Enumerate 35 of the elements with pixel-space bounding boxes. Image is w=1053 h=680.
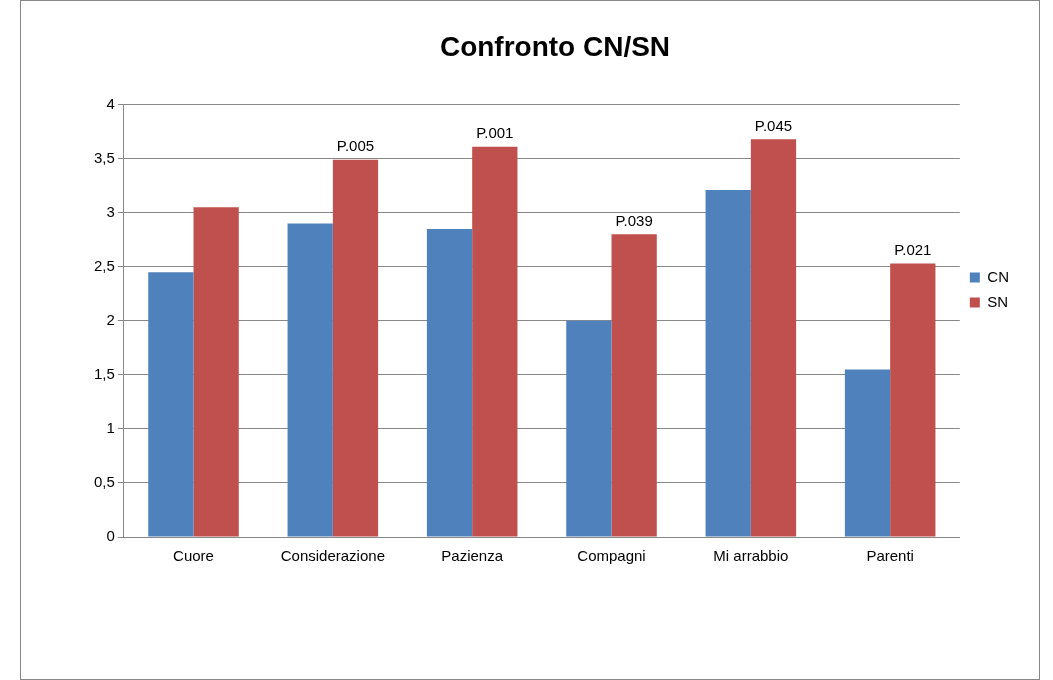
bar bbox=[566, 320, 612, 537]
y-tick-label: 0 bbox=[106, 527, 115, 545]
x-tick-label: Parenti bbox=[866, 547, 914, 565]
annotation: P.001 bbox=[476, 124, 514, 142]
bar bbox=[750, 139, 797, 537]
x-tick-label: Pazienza bbox=[441, 547, 504, 565]
chart-title: Confronto CN/SN bbox=[439, 30, 671, 62]
bar bbox=[148, 272, 194, 537]
x-tick-label: Cuore bbox=[173, 547, 214, 565]
bar bbox=[472, 146, 518, 537]
bar bbox=[332, 159, 379, 537]
legend-label: SN bbox=[987, 292, 1009, 310]
y-tick-label: 1,5 bbox=[93, 364, 115, 382]
annotation: P.045 bbox=[754, 116, 793, 134]
bar bbox=[844, 369, 891, 537]
y-tick-label: 0,5 bbox=[93, 473, 115, 491]
y-tick-label: 3,5 bbox=[93, 148, 115, 166]
y-tick-label: 2 bbox=[106, 310, 115, 328]
bar bbox=[705, 190, 751, 537]
annotation: P.005 bbox=[336, 137, 375, 155]
annotation: P.039 bbox=[615, 211, 653, 229]
legend-label: CN bbox=[987, 267, 1010, 285]
bar bbox=[611, 234, 657, 537]
bar bbox=[426, 228, 473, 537]
y-tick-label: 2,5 bbox=[93, 256, 115, 274]
y-tick-label: 3 bbox=[106, 202, 115, 220]
y-tick-label: 1 bbox=[106, 419, 115, 437]
annotation: P.021 bbox=[894, 241, 932, 259]
bar bbox=[193, 207, 239, 537]
x-tick-label: Considerazione bbox=[280, 547, 385, 565]
bar bbox=[890, 263, 936, 537]
bar bbox=[287, 223, 333, 537]
y-tick-label: 4 bbox=[106, 94, 115, 112]
x-tick-label: Compagni bbox=[577, 547, 646, 565]
x-tick-label: Mi arrabbio bbox=[713, 547, 789, 565]
